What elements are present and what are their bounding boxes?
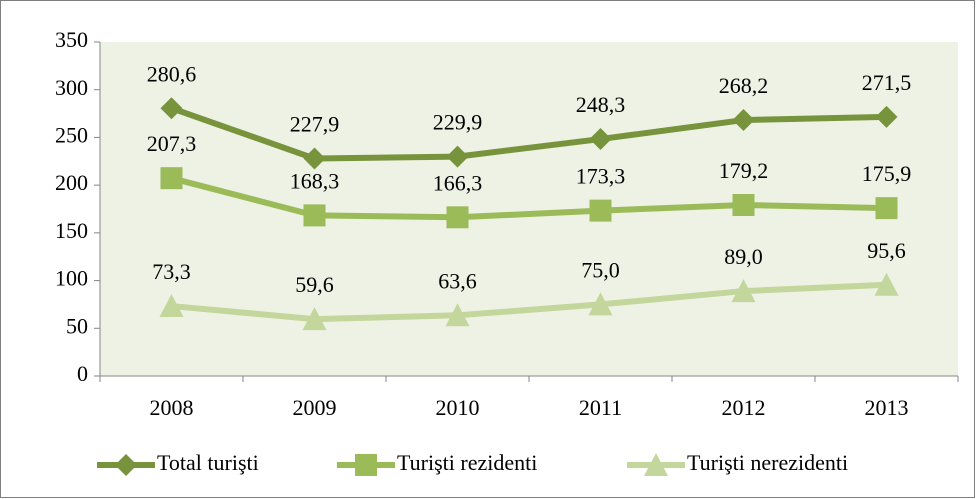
x-tick-label: 2009 [293,395,337,420]
data-point [302,307,327,331]
y-tick-label: 200 [55,170,88,195]
y-tick-label: 100 [55,266,88,291]
data-point [303,147,326,170]
legend-label: Turişti rezidenti [397,450,537,475]
data-point [446,145,469,168]
data-label: 248,3 [576,92,626,117]
data-point [445,303,470,327]
data-point [875,197,898,220]
y-tick-label: 0 [77,361,88,386]
data-point [875,105,898,128]
data-label: 175,9 [862,161,912,186]
legend-label: Turişti nerezidenti [687,450,848,475]
y-tick-label: 50 [66,313,88,338]
data-label: 268,2 [719,73,769,98]
series-line [170,105,887,162]
y-tick-label: 150 [55,218,88,243]
x-tick-label: 2008 [150,395,194,420]
data-label: 179,2 [719,158,769,183]
data-point [303,204,326,227]
data-point [874,272,899,296]
legend-label: Total turişti [157,450,259,475]
data-label: 73,3 [152,259,191,284]
data-point [588,292,613,316]
data-label: 89,0 [724,244,763,269]
x-tick-label: 2010 [436,395,480,420]
x-tick-label: 2011 [579,395,622,420]
legend-marker [355,454,377,476]
data-label: 59,6 [295,272,334,297]
data-point [732,193,755,216]
data-label: 63,6 [438,268,477,293]
y-tick-label: 250 [55,122,88,147]
data-label: 227,9 [290,112,340,137]
data-point [159,294,184,318]
data-label: 173,3 [576,164,626,189]
data-point [589,128,612,151]
data-label: 271,5 [862,70,912,95]
legend-marker [115,454,137,476]
data-point [160,97,183,120]
data-point [589,199,612,222]
data-label: 75,0 [581,257,620,282]
x-tick-label: 2013 [865,395,909,420]
data-point [731,279,756,303]
x-tick-label: 2012 [722,395,766,420]
data-label: 95,6 [867,238,906,263]
data-point [446,206,469,229]
data-point [732,109,755,132]
data-label: 168,3 [290,168,340,193]
data-label: 166,3 [433,170,483,195]
data-label: 207,3 [147,131,197,156]
legend-marker [644,453,668,476]
data-label: 280,6 [147,61,197,86]
y-tick-label: 350 [55,27,88,52]
data-label: 229,9 [433,110,483,135]
series-line [170,175,887,221]
series-line [171,281,887,323]
y-tick-label: 300 [55,75,88,100]
data-point [160,167,183,190]
